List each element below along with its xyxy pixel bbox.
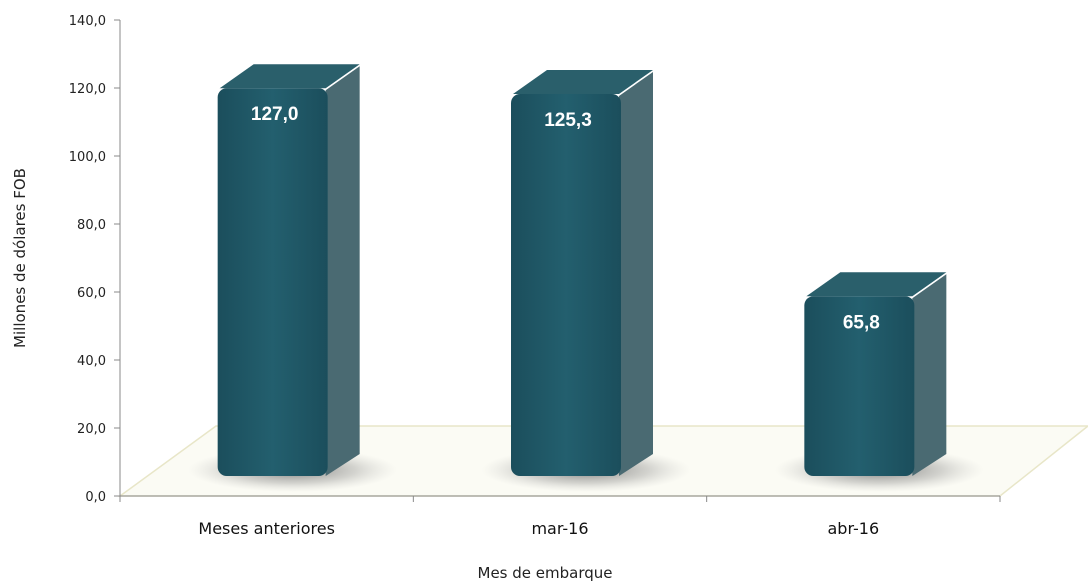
y-tick-label: 120,0 [69, 82, 106, 97]
y-tick-label: 100,0 [69, 150, 106, 165]
bar [774, 272, 984, 492]
data-label: 125,3 [544, 110, 592, 131]
bar-side [325, 66, 360, 476]
y-tick-label: 20,0 [77, 422, 106, 437]
y-tick-label: 140,0 [69, 14, 106, 29]
y-tick-label: 80,0 [77, 218, 106, 233]
bar-top [513, 69, 653, 94]
y-tick-label: 60,0 [77, 286, 106, 301]
data-label: 65,8 [843, 312, 880, 333]
bar-front [804, 296, 915, 476]
x-tick-label: abr-16 [828, 519, 880, 538]
y-tick-label: 40,0 [77, 354, 106, 369]
x-axis-title: Mes de embarque [478, 564, 613, 581]
data-label: 127,0 [251, 104, 299, 125]
x-tick-label: mar-16 [531, 519, 588, 538]
y-tick-label: 0,0 [85, 490, 106, 505]
bar-top [219, 64, 360, 89]
bar-front [217, 88, 328, 476]
x-tick-label: Meses anteriores [198, 519, 335, 538]
y-axis-title: Millones de dólares FOB [11, 168, 29, 348]
bar-side [619, 71, 653, 476]
bar [481, 69, 691, 492]
bar [188, 64, 398, 492]
bar-top [806, 272, 947, 297]
bar-side [912, 274, 947, 476]
bar-front [511, 93, 621, 476]
